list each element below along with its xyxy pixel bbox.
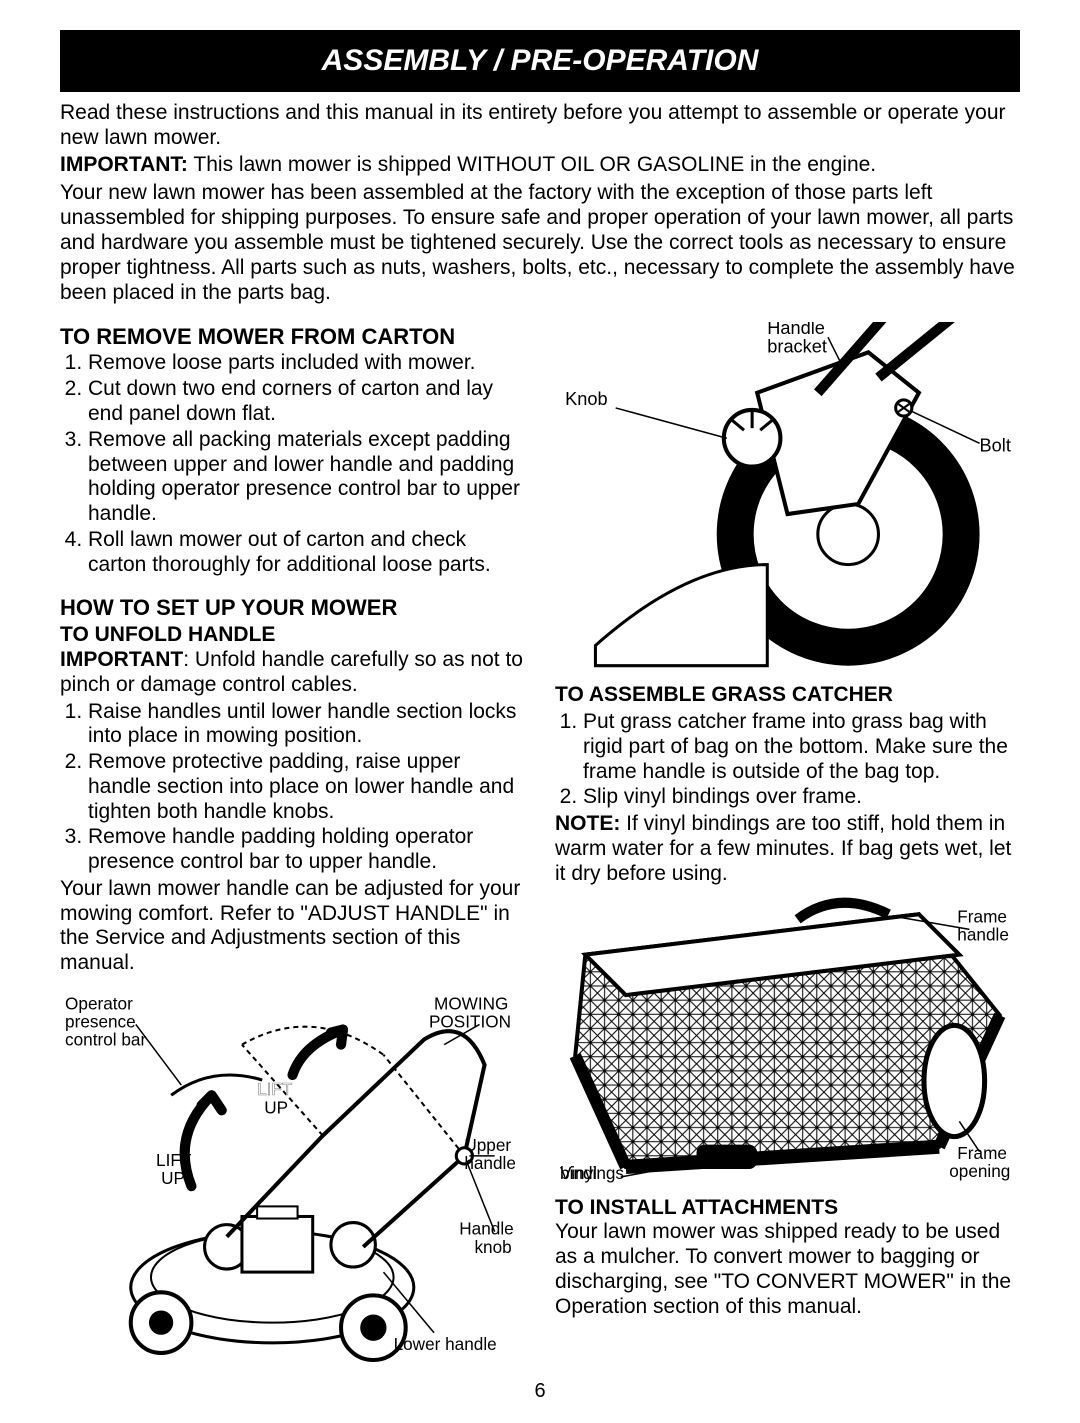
list-item: Remove handle padding holding operator p… bbox=[88, 825, 525, 875]
intro-p2-body: This lawn mower is shipped WITHOUT OIL O… bbox=[188, 153, 876, 176]
svg-text:presence: presence bbox=[65, 1011, 136, 1031]
intro-p2: IMPORTANT: This lawn mower is shipped WI… bbox=[60, 152, 1020, 177]
figure-mower-handle: Operator presence control bar MOWING POS… bbox=[60, 984, 525, 1368]
intro-block: Read these instructions and this manual … bbox=[60, 100, 1020, 306]
svg-text:Operator: Operator bbox=[65, 993, 133, 1013]
list-item: Remove loose parts included with mower. bbox=[88, 351, 525, 376]
list-item: Slip vinyl bindings over frame. bbox=[583, 785, 1020, 810]
svg-text:bracket: bracket bbox=[767, 336, 827, 356]
svg-text:Frame: Frame bbox=[957, 907, 1007, 927]
svg-text:Handle: Handle bbox=[459, 1219, 513, 1239]
install-body: Your lawn mower was shipped ready to be … bbox=[555, 1220, 1020, 1319]
svg-text:opening: opening bbox=[949, 1161, 1010, 1181]
right-column: Handle bracket Knob Bolt TO ASSEMBLE GRA… bbox=[555, 314, 1020, 1377]
list-item: Roll lawn mower out of carton and check … bbox=[88, 528, 525, 578]
two-column-layout: TO REMOVE MOWER FROM CARTON Remove loose… bbox=[60, 314, 1020, 1377]
important-label: IMPORTANT bbox=[60, 648, 183, 671]
svg-text:control bar: control bar bbox=[65, 1030, 146, 1050]
section-banner: ASSEMBLY / PRE-OPERATION bbox=[60, 30, 1020, 92]
intro-p3: Your new lawn mower has been assembled a… bbox=[60, 180, 1020, 306]
svg-text:bindings: bindings bbox=[560, 1163, 624, 1183]
list-item: Remove all packing materials except padd… bbox=[88, 428, 525, 527]
list-item: Cut down two end corners of carton and l… bbox=[88, 377, 525, 427]
grass-list: Put grass catcher frame into grass bag w… bbox=[555, 710, 1020, 810]
svg-text:handle: handle bbox=[957, 925, 1009, 945]
important-label: IMPORTANT: bbox=[60, 153, 188, 176]
svg-text:Bolt: Bolt bbox=[980, 435, 1011, 455]
list-item: Raise handles until lower handle section… bbox=[88, 700, 525, 750]
list-item: Put grass catcher frame into grass bag w… bbox=[583, 710, 1020, 784]
list-item: Remove protective padding, raise upper h… bbox=[88, 750, 525, 824]
grass-heading: TO ASSEMBLE GRASS CATCHER bbox=[555, 683, 1020, 708]
svg-text:POSITION: POSITION bbox=[429, 1011, 511, 1031]
svg-text:LIFT: LIFT bbox=[257, 1079, 293, 1099]
grass-note-body: If vinyl bindings are too stiff, hold th… bbox=[555, 812, 1011, 885]
grass-note: NOTE: If vinyl bindings are too stiff, h… bbox=[555, 812, 1020, 886]
unfold-important: IMPORTANT: Unfold handle carefully so as… bbox=[60, 648, 525, 698]
page-number: 6 bbox=[60, 1380, 1020, 1403]
unfold-heading: TO UNFOLD HANDLE bbox=[60, 623, 525, 648]
intro-p1: Read these instructions and this manual … bbox=[60, 100, 1020, 150]
install-heading: TO INSTALL ATTACHMENTS bbox=[555, 1196, 1020, 1221]
svg-text:Lower handle: Lower handle bbox=[394, 1334, 497, 1354]
unfold-tail: Your lawn mower handle can be adjusted f… bbox=[60, 877, 525, 976]
figure-handle-bracket: Handle bracket Knob Bolt bbox=[555, 322, 1020, 676]
svg-text:LIFT: LIFT bbox=[156, 1150, 192, 1170]
svg-text:UP: UP bbox=[161, 1168, 185, 1188]
setup-heading: HOW TO SET UP YOUR MOWER bbox=[60, 595, 525, 621]
note-label: NOTE: bbox=[555, 812, 620, 835]
svg-text:Upper: Upper bbox=[464, 1135, 511, 1155]
svg-text:knob: knob bbox=[474, 1237, 511, 1257]
svg-text:MOWING: MOWING bbox=[434, 993, 508, 1013]
svg-text:Knob: Knob bbox=[565, 388, 607, 408]
left-column: TO REMOVE MOWER FROM CARTON Remove loose… bbox=[60, 314, 525, 1377]
figure-grass-bag: Frame handle Vinyl bindings Frame openin… bbox=[555, 894, 1020, 1187]
remove-heading: TO REMOVE MOWER FROM CARTON bbox=[60, 324, 525, 350]
unfold-list: Raise handles until lower handle section… bbox=[60, 700, 525, 875]
remove-list: Remove loose parts included with mower. … bbox=[60, 351, 525, 577]
svg-text:Frame: Frame bbox=[957, 1143, 1007, 1163]
svg-text:UP: UP bbox=[264, 1097, 288, 1117]
svg-text:handle: handle bbox=[464, 1153, 516, 1173]
